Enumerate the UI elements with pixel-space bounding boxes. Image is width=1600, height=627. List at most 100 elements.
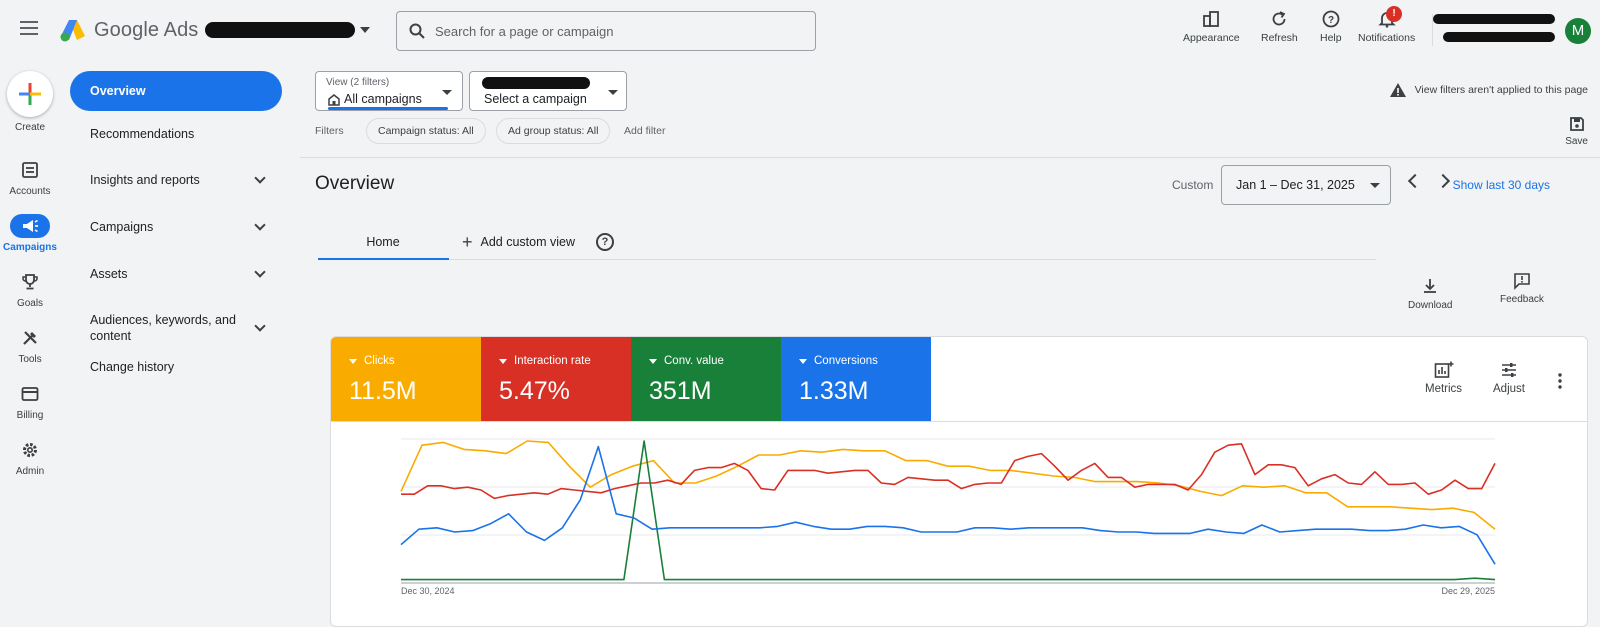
svg-text:?: ?	[1328, 15, 1334, 26]
add-custom-view-button[interactable]: + Add custom view	[462, 228, 575, 256]
help-icon[interactable]: ?	[596, 233, 614, 251]
feedback-icon	[1514, 273, 1530, 290]
subnav-item-overview[interactable]: Overview	[70, 71, 282, 111]
subnav-item-audiences[interactable]: Audiences, keywords, and content	[70, 310, 282, 346]
rail-item-tools[interactable]: Tools	[0, 326, 60, 365]
download-label: Download	[1408, 300, 1453, 311]
download-button[interactable]: Download	[1408, 278, 1452, 311]
rail-item-admin[interactable]: Admin	[0, 438, 60, 477]
notice-text: View filters aren't applied to this page	[1414, 84, 1588, 96]
view-selector[interactable]: View (2 filters) All campaigns	[315, 71, 463, 111]
search-icon	[409, 23, 425, 39]
previous-period-icon[interactable]	[1407, 173, 1423, 189]
save-icon	[1569, 117, 1584, 131]
x-axis-start-label: Dec 30, 2024	[401, 586, 455, 596]
campaigns-label: Campaigns	[3, 242, 57, 253]
chart-series	[400, 440, 1496, 581]
metric-label: Clicks	[364, 355, 395, 367]
menu-icon[interactable]	[20, 21, 38, 35]
account-name-redacted[interactable]	[205, 22, 355, 38]
goals-label: Goals	[16, 298, 44, 309]
metric-card-clicks[interactable]: Clicks 11.5M	[331, 337, 481, 421]
add-filter-button[interactable]: Add filter	[624, 125, 666, 137]
date-range-picker[interactable]: Jan 1 – Dec 31, 2025	[1221, 165, 1391, 205]
search-box[interactable]	[396, 11, 816, 51]
metric-card-interaction-rate[interactable]: Interaction rate 5.47%	[481, 337, 631, 421]
date-range-value: Jan 1 – Dec 31, 2025	[1236, 178, 1355, 192]
trophy-icon	[22, 274, 38, 290]
chevron-down-icon	[442, 90, 452, 95]
metric-label: Interaction rate	[514, 355, 591, 367]
series-line-conv-value	[401, 440, 1496, 581]
google-ads-logo[interactable]: Google Ads	[60, 18, 198, 42]
rail-item-billing[interactable]: Billing	[0, 382, 60, 421]
rail-item-accounts[interactable]: Accounts	[0, 158, 60, 197]
series-line-interaction-rate	[401, 442, 1496, 500]
top-bar: Google Ads Appearance Refresh ? Help Not…	[0, 0, 1600, 62]
subnav-item-recommendations[interactable]: Recommendations	[70, 120, 282, 148]
subnav-label: Change history	[90, 360, 175, 374]
subnav-item-insights[interactable]: Insights and reports	[70, 166, 282, 194]
tune-icon	[1501, 363, 1516, 377]
adjust-button[interactable]: Adjust	[1493, 361, 1525, 395]
header-divider	[300, 157, 1600, 158]
refresh-icon	[1273, 11, 1286, 26]
save-button[interactable]: Save	[1565, 116, 1588, 147]
next-period-icon[interactable]	[1435, 173, 1451, 189]
metric-card-conversions[interactable]: Conversions 1.33M	[781, 337, 931, 421]
main-content: View (2 filters) All campaigns Select a …	[300, 62, 1600, 627]
user-name-redacted[interactable]	[1433, 14, 1555, 24]
user-email-redacted[interactable]	[1443, 32, 1555, 42]
notifications-button[interactable]: Notifications !	[1358, 6, 1415, 44]
appearance-button[interactable]: Appearance	[1183, 10, 1240, 44]
view-value: All campaigns	[344, 92, 422, 106]
more-options-icon[interactable]	[1557, 373, 1563, 394]
refresh-label: Refresh	[1261, 32, 1298, 44]
metric-card-conv-value[interactable]: Conv. value 351M	[631, 337, 781, 421]
megaphone-icon	[23, 219, 38, 233]
subnav-item-assets[interactable]: Assets	[70, 260, 282, 288]
metric-value: 1.33M	[799, 377, 869, 405]
feedback-button[interactable]: Feedback	[1500, 272, 1544, 305]
gear-icon	[23, 443, 37, 457]
help-icon: ?	[1322, 10, 1340, 28]
create-button[interactable]	[7, 71, 53, 117]
subnav-item-campaigns[interactable]: Campaigns	[70, 213, 282, 241]
series-line-clicks	[400, 440, 1496, 530]
dropdown-icon	[499, 358, 507, 364]
subnav-item-change-history[interactable]: Change history	[70, 353, 282, 381]
rail-item-campaigns[interactable]: Campaigns	[0, 214, 60, 253]
left-rail: Create Accounts Campaigns Goals Tools Bi…	[0, 62, 60, 627]
add-custom-view-label: Add custom view	[480, 235, 575, 249]
credit-card-icon	[21, 387, 39, 401]
filter-chip-campaign-status[interactable]: Campaign status: All	[366, 118, 486, 144]
chevron-down-icon	[254, 219, 266, 231]
save-label: Save	[1565, 136, 1588, 147]
dropdown-icon	[799, 358, 807, 364]
create-label: Create	[14, 122, 45, 133]
performance-line-chart: Dec 30, 2024 Dec 29, 2025	[400, 438, 1496, 596]
subnav-label: Assets	[90, 267, 128, 281]
google-ads-logo-icon	[60, 20, 85, 42]
show-last-30-days-link[interactable]: Show last 30 days	[1452, 178, 1550, 192]
help-button[interactable]: ? Help	[1320, 10, 1342, 44]
plus-icon	[19, 83, 41, 105]
search-input[interactable]	[435, 23, 795, 39]
avatar[interactable]: M	[1565, 18, 1591, 44]
account-dropdown-icon[interactable]	[360, 27, 370, 33]
metrics-button[interactable]: Metrics	[1425, 361, 1462, 395]
accounts-icon	[22, 162, 38, 178]
tools-label: Tools	[18, 354, 42, 365]
campaign-selector[interactable]: Select a campaign	[469, 71, 627, 111]
filter-chip-ad-group-status[interactable]: Ad group status: All	[496, 118, 611, 144]
subnav-label: Insights and reports	[90, 173, 200, 187]
filters-notice: View filters aren't applied to this page	[1389, 82, 1588, 98]
performance-card: Clicks 11.5M Interaction rate 5.47% Conv…	[330, 336, 1588, 627]
refresh-button[interactable]: Refresh	[1261, 10, 1298, 44]
metrics-label: Metrics	[1425, 383, 1463, 395]
tab-home[interactable]: Home	[366, 235, 400, 249]
help-label: Help	[1320, 32, 1342, 44]
appearance-label: Appearance	[1183, 32, 1240, 44]
rail-item-goals[interactable]: Goals	[0, 270, 60, 309]
chevron-down-icon	[254, 266, 266, 278]
